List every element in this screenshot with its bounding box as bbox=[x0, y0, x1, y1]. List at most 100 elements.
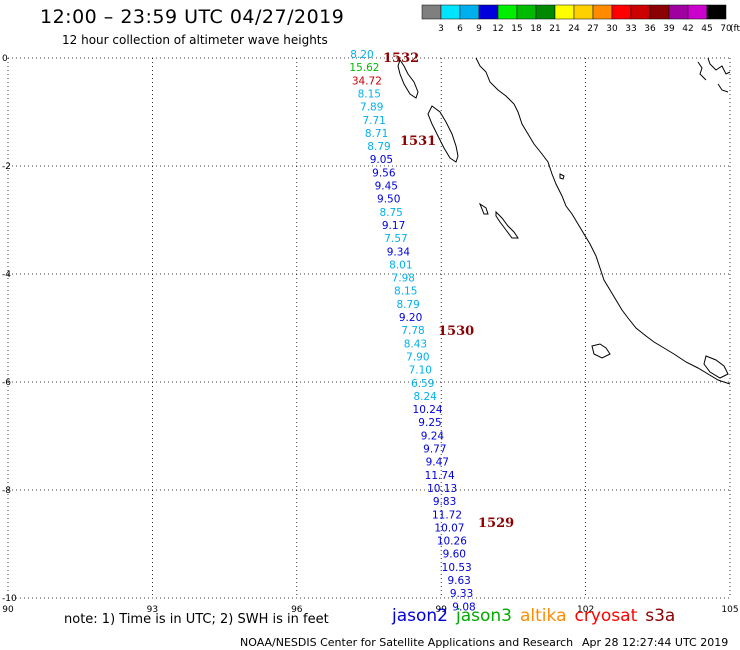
wave-height-label: 9.25 bbox=[418, 417, 441, 429]
legend-label: 21 bbox=[549, 24, 560, 34]
satellite-name: jason3 bbox=[456, 606, 512, 626]
footer-note: note: 1) Time is in UTC; 2) SWH is in fe… bbox=[64, 612, 329, 627]
wave-height-label: 9.34 bbox=[387, 246, 411, 258]
satellite-legend: jason2 jason3 altika cryosat s3a bbox=[392, 606, 683, 626]
coastline-segment bbox=[495, 210, 519, 239]
coastline-segment bbox=[703, 355, 729, 379]
wave-height-label: 7.78 bbox=[401, 325, 424, 337]
latitude-tick-label: -8 bbox=[2, 486, 11, 496]
wave-height-label: 9.60 bbox=[443, 549, 466, 561]
longitude-tick-label: 105 bbox=[721, 605, 738, 615]
wave-height-label: 9.77 bbox=[423, 444, 446, 456]
legend-swatch bbox=[706, 4, 727, 20]
legend-label: 33 bbox=[625, 24, 636, 34]
wave-height-label: 7.10 bbox=[409, 365, 432, 377]
wave-height-label: 10.24 bbox=[413, 404, 443, 416]
legend-label: 15 bbox=[511, 24, 522, 34]
wave-height-label: 9.24 bbox=[421, 430, 445, 442]
wave-height-label: 9.47 bbox=[426, 457, 449, 469]
wave-height-label: 10.07 bbox=[434, 522, 464, 534]
wave-height-label: 9.20 bbox=[399, 312, 422, 324]
legend-label: 6 bbox=[457, 24, 463, 34]
longitude-tick-label: 99 bbox=[435, 605, 447, 615]
legend-label: 45 bbox=[701, 24, 712, 34]
wave-height-label: 10.53 bbox=[442, 562, 472, 574]
wave-height-label: 8.43 bbox=[404, 338, 427, 350]
legend-label: 36 bbox=[644, 24, 656, 34]
legend-label: 9 bbox=[476, 24, 482, 34]
wave-height-label: 10.26 bbox=[437, 536, 467, 548]
wave-height-label: 9.17 bbox=[382, 220, 405, 232]
coastline-segment bbox=[717, 83, 729, 93]
wave-height-label: 6.59 bbox=[411, 378, 434, 390]
wave-height-label: 8.75 bbox=[379, 207, 402, 219]
legend-unit: (ft) bbox=[730, 24, 740, 34]
pass-time-label: 1531 bbox=[400, 134, 436, 149]
wave-height-label: 8.15 bbox=[394, 286, 417, 298]
wave-height-labels: 8.2015.6234.728.157.897.718.718.799.059.… bbox=[349, 49, 514, 613]
pass-time-label: 1529 bbox=[478, 516, 514, 531]
coastline-segment bbox=[475, 57, 731, 385]
satellite-name: cryosat bbox=[574, 606, 638, 626]
wave-height-label: 9.50 bbox=[377, 194, 400, 206]
map-grid: 90 93 96 99 102 105 0 -2 -4 -6 -8 -10 bbox=[2, 54, 739, 615]
legend-label: 3 bbox=[438, 24, 444, 34]
latitude-tick-label: -2 bbox=[2, 162, 11, 172]
longitude-tick-label: 102 bbox=[577, 605, 594, 615]
latitude-tick-label: -6 bbox=[2, 378, 11, 388]
satellite-name: altika bbox=[520, 606, 567, 626]
coastline-segment bbox=[478, 202, 489, 215]
wave-height-label: 10.13 bbox=[427, 483, 457, 495]
chart-title: 12:00 – 23:59 UTC 04/27/2019 bbox=[40, 6, 345, 28]
generation-timestamp: Apr 28 12:27:44 UTC 2019 bbox=[582, 636, 729, 649]
legend-label: 70 bbox=[720, 24, 732, 34]
wave-height-label: 11.74 bbox=[425, 470, 455, 482]
latitude-tick-label: 0 bbox=[2, 54, 8, 64]
pass-time-label: 1530 bbox=[438, 324, 474, 339]
wave-height-label: 34.72 bbox=[352, 75, 382, 87]
wave-height-label: 9.05 bbox=[370, 154, 393, 166]
wave-height-label: 9.83 bbox=[433, 496, 456, 508]
latitude-tick-label: -4 bbox=[2, 270, 11, 280]
satellite-name: jason2 bbox=[392, 606, 448, 626]
coastline-segment bbox=[591, 343, 611, 359]
credit-line: NOAA/NESDIS Center for Satellite Applica… bbox=[240, 636, 574, 649]
legend-label: 39 bbox=[663, 24, 675, 34]
latitude-tick-label: -10 bbox=[2, 594, 17, 604]
legend-label: 30 bbox=[606, 24, 618, 34]
wave-height-label: 8.79 bbox=[396, 299, 419, 311]
wave-height-label: 9.45 bbox=[375, 181, 398, 193]
coastline-segment bbox=[427, 105, 459, 163]
wave-height-label: 8.79 bbox=[367, 141, 390, 153]
legend-label: 42 bbox=[682, 24, 693, 34]
wave-height-label: 8.71 bbox=[365, 128, 388, 140]
wave-height-label: 11.72 bbox=[432, 509, 462, 521]
wave-height-label: 8.15 bbox=[358, 88, 381, 100]
wave-height-label: 9.08 bbox=[452, 601, 475, 613]
legend-label: 18 bbox=[530, 24, 542, 34]
chart-subtitle: 12 hour collection of altimeter wave hei… bbox=[62, 33, 328, 47]
wave-height-label: 7.89 bbox=[360, 102, 383, 114]
wave-height-label: 9.63 bbox=[447, 575, 470, 587]
wave-height-label: 8.24 bbox=[413, 391, 437, 403]
pass-time-label: 1532 bbox=[383, 51, 419, 66]
legend-label: 12 bbox=[492, 24, 503, 34]
coastline-segment bbox=[697, 61, 707, 81]
wave-height-label: 9.56 bbox=[372, 167, 396, 179]
wave-height-label: 7.71 bbox=[362, 115, 385, 127]
coastline-segment bbox=[397, 58, 419, 99]
coastline bbox=[397, 57, 731, 385]
legend-label: 24 bbox=[568, 24, 580, 34]
longitude-tick-label: 90 bbox=[2, 605, 14, 615]
wave-height-label: 7.57 bbox=[384, 233, 407, 245]
wave-height-label: 8.01 bbox=[389, 259, 412, 271]
coastline-segment bbox=[707, 57, 731, 75]
wave-height-label: 7.98 bbox=[392, 273, 415, 285]
longitude-tick-label: 96 bbox=[291, 605, 303, 615]
satellite-name: s3a bbox=[645, 606, 676, 626]
wave-height-label: 9.33 bbox=[450, 588, 473, 600]
wave-height-label: 8.20 bbox=[350, 49, 373, 61]
wave-height-label: 7.90 bbox=[406, 351, 429, 363]
